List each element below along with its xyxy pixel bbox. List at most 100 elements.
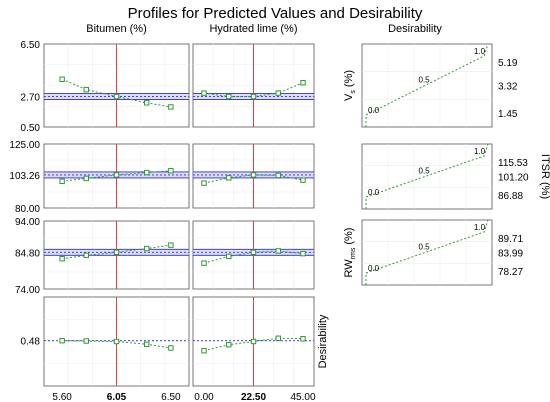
profile-point bbox=[250, 338, 257, 345]
x-tick-label: 45.00 bbox=[290, 392, 315, 402]
panel-frame bbox=[361, 219, 493, 286]
x-tick-label: 0.00 bbox=[194, 392, 214, 402]
x-tick-label: 6.50 bbox=[161, 392, 181, 402]
profile-point bbox=[201, 90, 207, 96]
profile-line bbox=[62, 340, 171, 349]
desirability-axis-label: ITSR (%) bbox=[539, 154, 550, 199]
profile-point bbox=[168, 345, 174, 351]
profile-line bbox=[203, 337, 304, 352]
desirability-label-mid: 0.5 bbox=[419, 167, 431, 176]
desirability-axis-label: RWrms (%) bbox=[343, 228, 357, 278]
desirability-label-high: 1.0 bbox=[474, 147, 486, 156]
profile-point bbox=[250, 93, 257, 100]
desirability-label-low: 0.0 bbox=[368, 106, 380, 115]
x-tick-label: 6.05 bbox=[107, 392, 127, 402]
desirability-tick-label: 89.71 bbox=[498, 234, 523, 245]
desirability-label-high: 1.0 bbox=[474, 47, 486, 56]
desirability-tick-label: 5.19 bbox=[498, 58, 518, 69]
y-tick-label: 80.00 bbox=[15, 204, 40, 215]
profile-point bbox=[226, 253, 232, 260]
desirability-panel: 0.0 0.5 1.0 115.53 101.20 86.88 ITSR (%) bbox=[361, 143, 550, 210]
profile-point bbox=[250, 172, 257, 178]
profile-point bbox=[201, 348, 207, 354]
profile-point bbox=[300, 177, 306, 183]
profile-line bbox=[203, 174, 304, 184]
profile-point bbox=[113, 93, 120, 100]
profile-panel: 0.48 5.60 6.05 6.50 bbox=[21, 296, 190, 402]
profile-point bbox=[300, 80, 306, 86]
profile-panel bbox=[192, 220, 315, 290]
desirability-label-mid: 0.5 bbox=[419, 243, 431, 252]
chart-title: Profiles for Predicted Values and Desira… bbox=[128, 5, 423, 22]
x-tick-label: 22.50 bbox=[241, 392, 266, 402]
profile-point bbox=[275, 172, 281, 179]
y-tick-label: 6.50 bbox=[21, 40, 41, 51]
profile-point bbox=[226, 175, 232, 181]
desirability-curve bbox=[365, 143, 489, 209]
profile-point bbox=[113, 172, 120, 178]
desirability-tick-label: 83.99 bbox=[498, 249, 523, 260]
profile-point bbox=[250, 249, 257, 255]
desirability-tick-label: 78.27 bbox=[498, 267, 523, 278]
desirability-label-low: 0.0 bbox=[368, 188, 380, 197]
profile-point bbox=[83, 338, 89, 344]
desirability-label-low: 0.0 bbox=[368, 264, 380, 273]
profile-point bbox=[275, 90, 281, 96]
profile-point bbox=[144, 100, 150, 106]
profile-point bbox=[144, 341, 150, 347]
profile-point bbox=[83, 175, 89, 182]
profile-point bbox=[168, 242, 174, 248]
profile-point bbox=[83, 86, 89, 93]
profile-panel: 125.00 103.26 80.00 bbox=[9, 140, 190, 215]
y-tick-label: 84.80 bbox=[15, 248, 40, 259]
profile-point bbox=[59, 178, 65, 184]
profile-line bbox=[62, 170, 171, 182]
desirability-tick-label: 101.20 bbox=[498, 173, 529, 184]
y-tick-label: 2.70 bbox=[21, 93, 41, 104]
profile-point bbox=[59, 337, 65, 344]
desirability-label-mid: 0.5 bbox=[419, 76, 431, 85]
profile-point bbox=[113, 338, 120, 345]
profile-point bbox=[59, 76, 65, 82]
profile-panel: 0.00 22.50 45.00 bbox=[192, 296, 316, 402]
profile-point bbox=[300, 250, 306, 257]
desirability-panel: 0.0 0.5 1.0 89.71 83.99 78.27 RWrms (%) bbox=[343, 219, 523, 286]
y-tick-label: 0.50 bbox=[21, 123, 41, 134]
desirability-tick-label: 86.88 bbox=[498, 191, 523, 202]
profile-point bbox=[168, 168, 174, 174]
desirability-panel: 0.0 0.5 1.0 5.19 3.32 1.45 Vs (%) bbox=[343, 43, 518, 128]
desirability-tick-label: 115.53 bbox=[498, 158, 528, 169]
desirability-label-high: 1.0 bbox=[474, 223, 486, 232]
profile-point bbox=[113, 249, 120, 255]
profile-point bbox=[168, 104, 174, 110]
profile-line bbox=[62, 244, 171, 260]
desirability-tick-label: 1.45 bbox=[498, 109, 518, 120]
desirability-curve bbox=[365, 219, 489, 285]
profile-point bbox=[144, 169, 150, 176]
row-label-desirability: Desirability bbox=[317, 314, 329, 368]
profile-point bbox=[59, 256, 65, 262]
y-tick-label: 125.00 bbox=[9, 140, 40, 151]
profile-panel: 6.50 2.70 0.50 bbox=[21, 40, 190, 134]
x-tick-label: 5.60 bbox=[52, 392, 72, 402]
desirability-tick-label: 3.32 bbox=[498, 82, 518, 93]
profile-point bbox=[226, 342, 232, 348]
plot-area: Bitumen (%) Hydrated lime (%)6.502.700.50… bbox=[9, 23, 550, 402]
profile-point bbox=[275, 248, 281, 254]
profile-point bbox=[226, 93, 232, 100]
profile-point bbox=[144, 245, 150, 252]
profile-point bbox=[83, 252, 89, 259]
desirability-title: Desirability bbox=[388, 23, 442, 35]
column-title: Bitumen (%) bbox=[86, 23, 147, 35]
desirability-curve bbox=[365, 43, 489, 127]
profile-point bbox=[300, 336, 306, 342]
profile-point bbox=[275, 335, 281, 341]
profile-panel bbox=[192, 43, 315, 128]
desirability-axis-label: Vs (%) bbox=[343, 70, 357, 101]
y-tick-label: 94.00 bbox=[15, 217, 40, 228]
profile-point bbox=[201, 180, 207, 186]
profile-line bbox=[203, 250, 304, 264]
panel-frame bbox=[361, 143, 493, 210]
y-tick-label: 0.48 bbox=[21, 337, 41, 348]
